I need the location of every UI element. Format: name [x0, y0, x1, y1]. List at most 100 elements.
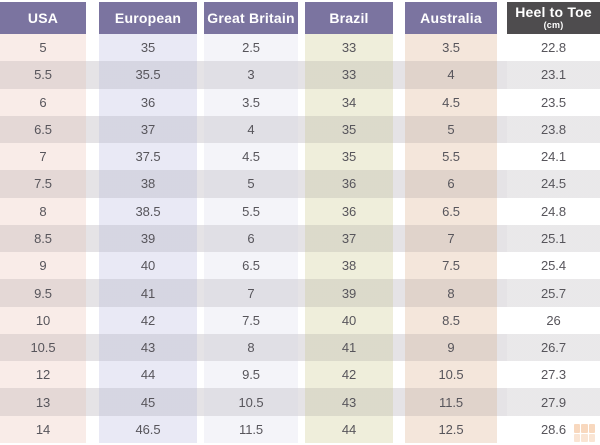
table-cell: 10.5: [204, 388, 298, 416]
table-cell: 7: [0, 143, 86, 171]
table-row: 6.5 37 4 35 5 23.8: [0, 115, 600, 144]
column-header-great-britain: Great Britain: [204, 2, 298, 34]
watermark-grid-square: [581, 433, 588, 442]
table-cell: 8.5: [405, 306, 497, 334]
table-cell: 26: [507, 306, 600, 334]
table-cell: 33: [305, 61, 393, 89]
column-header-label: USA: [27, 9, 59, 26]
table-cell: 7.5: [0, 170, 86, 198]
table-cell: 35.5: [99, 61, 197, 89]
column-header-label: Brazil: [329, 9, 369, 26]
table-cell: 5: [0, 34, 86, 62]
table-cell: 37.5: [99, 143, 197, 171]
table-cell: 10.5: [405, 361, 497, 389]
column-header-heel-to-toe: Heel to Toe (cm): [507, 2, 600, 34]
table-cell: 11.5: [204, 415, 298, 443]
watermark-grid-square: [574, 433, 581, 442]
table-cell: 41: [99, 279, 197, 307]
table-cell: 40: [305, 306, 393, 334]
table-row: 5.5 35.5 3 33 4 23.1: [0, 61, 600, 89]
table-cell: 2.5: [204, 34, 298, 62]
table-cell: 4: [405, 61, 497, 89]
table-cell: 34: [305, 88, 393, 116]
table-cell: 35: [305, 143, 393, 171]
table-cell: 43: [305, 388, 393, 416]
table-row: 5 35 2.5 33 3.5 22.8: [0, 34, 600, 62]
table-cell: 23.8: [507, 115, 600, 144]
table-cell: 12: [0, 361, 86, 389]
watermark-grid-square: [574, 424, 581, 433]
table-row: 8.5 39 6 37 7 25.1: [0, 224, 600, 253]
table-cell: 36: [305, 197, 393, 225]
table-cell: 28.6: [507, 415, 600, 443]
table-cell: 36: [99, 88, 197, 116]
watermark-grid-square: [588, 433, 595, 442]
column-header-usa: USA: [0, 2, 86, 34]
table-row: 9.5 41 7 39 8 25.7: [0, 279, 600, 307]
table-cell: 5.5: [0, 61, 86, 89]
table-row: 7.5 38 5 36 6 24.5: [0, 170, 600, 198]
table-cell: 27.3: [507, 361, 600, 389]
table-cell: 24.1: [507, 143, 600, 171]
table-cell: 9.5: [204, 361, 298, 389]
column-header-label: Australia: [420, 9, 482, 26]
table-cell: 7: [405, 224, 497, 253]
table-cell: 5: [204, 170, 298, 198]
table-row: 14 46.5 11.5 44 12.5 28.6: [0, 415, 600, 443]
table-cell: 4: [204, 115, 298, 144]
table-cell: 38: [99, 170, 197, 198]
table-cell: 11.5: [405, 388, 497, 416]
table-cell: 7.5: [405, 252, 497, 280]
table-cell: 22.8: [507, 34, 600, 62]
table-cell: 33: [305, 34, 393, 62]
table-cell: 46.5: [99, 415, 197, 443]
column-header-label: Great Britain: [207, 9, 295, 26]
table-cell: 6: [204, 224, 298, 253]
table-cell: 37: [305, 224, 393, 253]
column-header-european: European: [99, 2, 197, 34]
table-cell: 6.5: [204, 252, 298, 280]
table-row: 8 38.5 5.5 36 6.5 24.8: [0, 197, 600, 225]
table-cell: 25.1: [507, 224, 600, 253]
table-cell: 3.5: [405, 34, 497, 62]
table-cell: 45: [99, 388, 197, 416]
watermark-grid-square: [581, 424, 588, 433]
table-cell: 38: [305, 252, 393, 280]
table-cell: 13: [0, 388, 86, 416]
table-cell: 8: [0, 197, 86, 225]
table-cell: 7: [204, 279, 298, 307]
table-cell: 39: [305, 279, 393, 307]
table-cell: 9: [405, 333, 497, 362]
table-row: 9 40 6.5 38 7.5 25.4: [0, 252, 600, 280]
table-cell: 37: [99, 115, 197, 144]
table-cell: 4.5: [204, 143, 298, 171]
table-cell: 41: [305, 333, 393, 362]
table-cell: 23.1: [507, 61, 600, 89]
table-cell: 9: [0, 252, 86, 280]
table-cell: 7.5: [204, 306, 298, 334]
table-cell: 9.5: [0, 279, 86, 307]
table-cell: 6.5: [405, 197, 497, 225]
table-cell: 43: [99, 333, 197, 362]
table-cell: 23.5: [507, 88, 600, 116]
table-cell: 6: [0, 88, 86, 116]
table-header-row: USA European Great Britain Brazil Austra…: [0, 2, 600, 34]
column-header-label: European: [114, 9, 182, 26]
table-cell: 42: [305, 361, 393, 389]
table-cell: 10: [0, 306, 86, 334]
table-row: 6 36 3.5 34 4.5 23.5: [0, 88, 600, 116]
table-cell: 40: [99, 252, 197, 280]
table-row: 7 37.5 4.5 35 5.5 24.1: [0, 143, 600, 171]
column-header-australia: Australia: [405, 2, 497, 34]
table-cell: 8: [405, 279, 497, 307]
table-cell: 25.7: [507, 279, 600, 307]
table-cell: 38.5: [99, 197, 197, 225]
table-cell: 35: [305, 115, 393, 144]
table-cell: 10.5: [0, 333, 86, 362]
table-cell: 8: [204, 333, 298, 362]
table-body: 5 35 2.5 33 3.5 22.8 5.5 35.5 3 33 4 23.1 6 36 3.5 34 4.…: [0, 34, 600, 443]
table-cell: 44: [305, 415, 393, 443]
table-cell: 5: [405, 115, 497, 144]
table-cell: 3.5: [204, 88, 298, 116]
